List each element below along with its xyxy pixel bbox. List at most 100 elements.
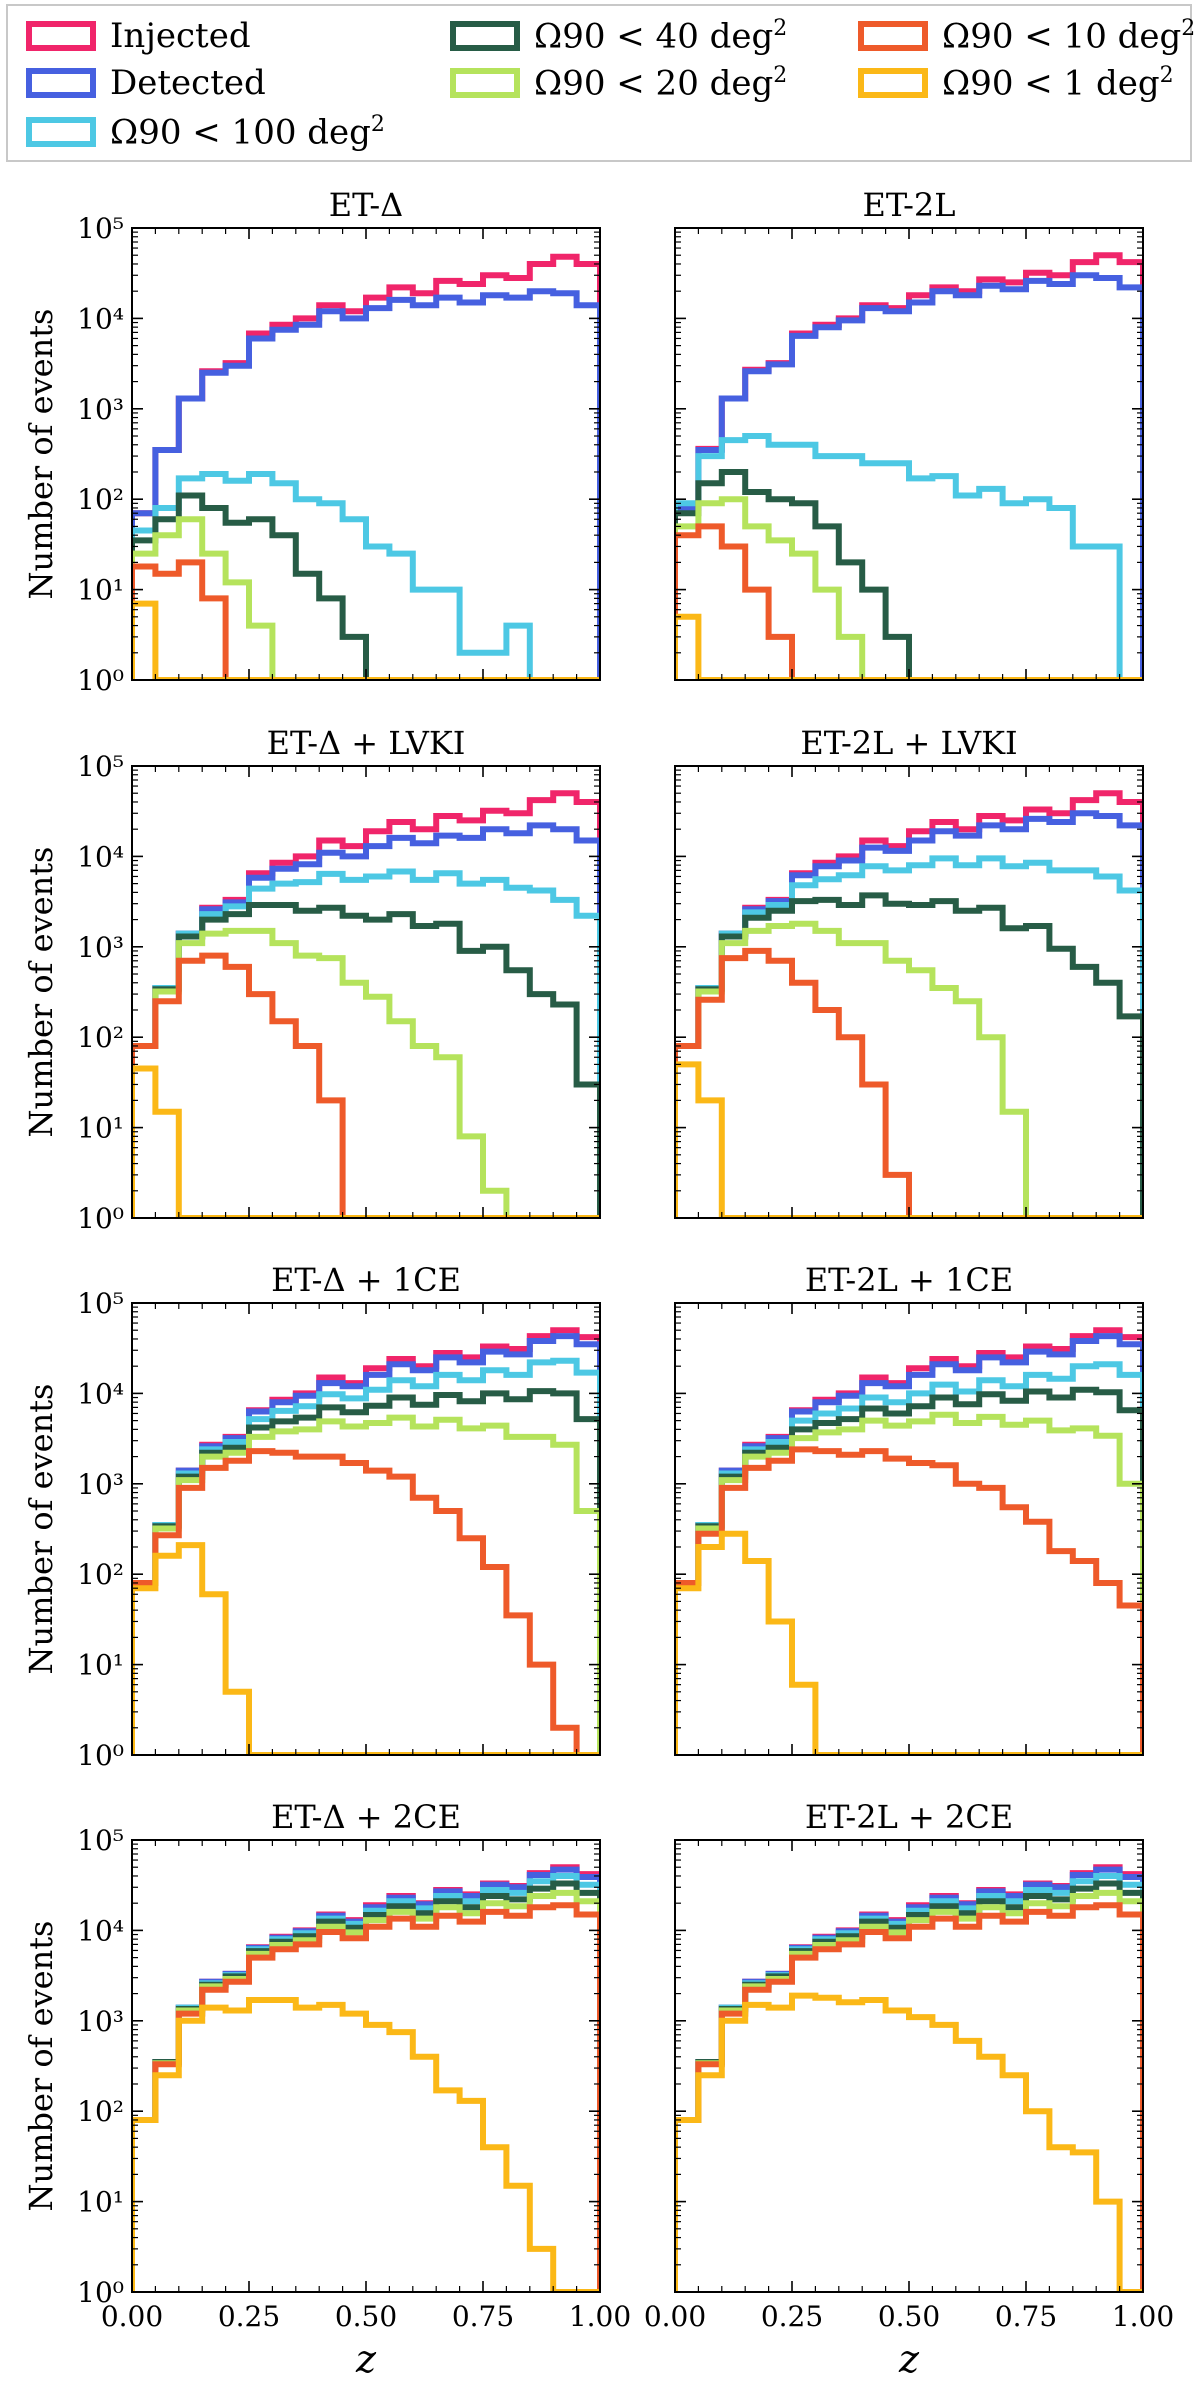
panel-6: ET-2L + 1CE: [674, 1261, 1144, 1756]
series-line: [132, 1448, 600, 1755]
legend-swatch-o20: [450, 68, 520, 98]
legend-label-o20: Ω90 < 20 deg2: [534, 62, 788, 104]
legend-item-injected: Injected: [26, 14, 251, 58]
x-tick-label: 1.00: [569, 2300, 631, 2333]
series-line: [675, 1411, 1143, 1755]
panel-title: ET-Δ + 2CE: [271, 1798, 461, 1836]
legend-item-o1: Ω90 < 1 deg2: [858, 61, 1174, 105]
y-tick-label: 10³: [77, 393, 124, 426]
y-tick-label: 10⁵: [77, 212, 124, 245]
series-group: [675, 252, 1143, 680]
x-tick-label: 0.00: [644, 2300, 706, 2333]
series-line: [132, 1902, 600, 2292]
panel-title: ET-2L + 2CE: [805, 1798, 1013, 1836]
y-axis-label: Number of events: [22, 309, 60, 600]
series-line: [675, 855, 1143, 1218]
x-tick-label: 0.50: [335, 2300, 397, 2333]
y-tick-label: 10⁴: [77, 1377, 124, 1410]
panel-title: ET-Δ: [329, 186, 404, 224]
legend-item-o100: Ω90 < 100 deg2: [26, 110, 385, 154]
y-tick-label: 10¹: [77, 1649, 124, 1682]
y-tick-label: 10⁵: [77, 1824, 124, 1857]
series-line: [132, 902, 600, 1218]
y-tick-label: 10⁰: [77, 2276, 124, 2309]
series-line: [675, 523, 1143, 680]
legend-label-o10: Ω90 < 10 deg2: [942, 15, 1196, 57]
x-tick-label: 1.00: [1112, 2300, 1174, 2333]
legend: Injected Detected Ω90 < 100 deg2 Ω90 < 4…: [6, 4, 1195, 162]
y-tick-label: 10⁴: [77, 302, 124, 335]
panel-title: ET-2L + 1CE: [805, 1261, 1013, 1299]
x-tick-label: 0.75: [995, 2300, 1057, 2333]
series-line: [675, 947, 1143, 1218]
x-axis-label: z: [898, 2337, 920, 2381]
panel-8: ET-2L + 2CE 0.00 0.25 0.50 0.75 1.00 z: [644, 1798, 1174, 2381]
y-tick-label: 10⁰: [77, 1739, 124, 1772]
y-tick-label: 10¹: [77, 2186, 124, 2219]
series-group: [132, 1327, 600, 1755]
series-line: [132, 927, 600, 1218]
series-line: [132, 1997, 600, 2292]
series-line: [675, 272, 1143, 680]
series-line: [132, 1065, 600, 1218]
legend-label-o1: Ω90 < 1 deg2: [942, 62, 1174, 104]
x-tick-label: 0.25: [218, 2300, 280, 2333]
panel-5: ET-Δ + 1CE 10⁰ 10¹ 10² 10³ 10⁴ 10⁵ Number of ev…: [22, 1261, 601, 1772]
series-line: [675, 1446, 1143, 1755]
x-tick-label: 0.75: [452, 2300, 514, 2333]
y-tick-label: 10⁵: [77, 750, 124, 783]
series-line: [675, 1061, 1143, 1218]
x-tick-label: 0.00: [101, 2300, 163, 2333]
y-tick-label: 10¹: [77, 574, 124, 607]
legend-item-detected: Detected: [26, 61, 266, 105]
series-line: [132, 492, 600, 680]
y-tick-label: 10⁴: [77, 1914, 124, 1947]
y-tick-label: 10⁵: [77, 1287, 124, 1320]
x-tick-label: 0.25: [761, 2300, 823, 2333]
series-group: [132, 790, 600, 1218]
y-tick-label: 10³: [77, 1468, 124, 1501]
series-group: [675, 790, 1143, 1218]
x-axis-label: z: [355, 2337, 377, 2381]
panel-title: ET-2L + LVKI: [800, 724, 1017, 762]
legend-item-o10: Ω90 < 10 deg2: [858, 14, 1195, 58]
legend-label-o40: Ω90 < 40 deg2: [534, 15, 788, 57]
series-line: [132, 471, 600, 680]
series-line: [675, 1902, 1143, 2292]
legend-label-o100: Ω90 < 100 deg2: [110, 111, 385, 153]
series-line: [675, 469, 1143, 680]
y-tick-label: 10³: [77, 2005, 124, 2038]
series-line: [132, 1414, 600, 1755]
series-line: [132, 952, 600, 1218]
legend-swatch-o10: [858, 21, 928, 51]
y-tick-label: 10²: [77, 1558, 124, 1591]
legend-swatch-detected: [26, 68, 96, 98]
series-line: [132, 1542, 600, 1755]
series-group: [132, 1864, 600, 2292]
legend-item-o20: Ω90 < 20 deg2: [450, 61, 787, 105]
y-tick-label: 10⁴: [77, 840, 124, 873]
series-line: [675, 920, 1143, 1218]
series-line: [132, 516, 600, 680]
series-line: [675, 1992, 1143, 2292]
series-line: [132, 288, 600, 680]
y-tick-label: 10⁰: [77, 1202, 124, 1235]
series-line: [675, 892, 1143, 1218]
panel-4: ET-2L + LVKI: [674, 724, 1144, 1219]
y-tick-label: 10²: [77, 1021, 124, 1054]
series-group: [675, 1864, 1143, 2292]
series-line: [675, 496, 1143, 680]
legend-swatch-injected: [26, 21, 96, 51]
panel-3: ET-Δ + LVKI 10⁰ 10¹ 10² 10³ 10⁴ 10⁵ Number of e…: [22, 724, 601, 1235]
series-line: [675, 1880, 1143, 2292]
panel-title: ET-Δ + LVKI: [267, 724, 466, 762]
legend-swatch-o40: [450, 21, 520, 51]
y-tick-label: 10²: [77, 483, 124, 516]
y-tick-label: 10³: [77, 931, 124, 964]
x-tick-label: 0.50: [878, 2300, 940, 2333]
series-group: [132, 253, 600, 680]
series-line: [675, 1889, 1143, 2292]
y-axis-label: Number of events: [22, 1384, 60, 1675]
panel-7: ET-Δ + 2CE 10⁰ 10¹ 10² 10³ 10⁴ 10⁵ 0.00 0.25 0.50…: [22, 1798, 631, 2381]
